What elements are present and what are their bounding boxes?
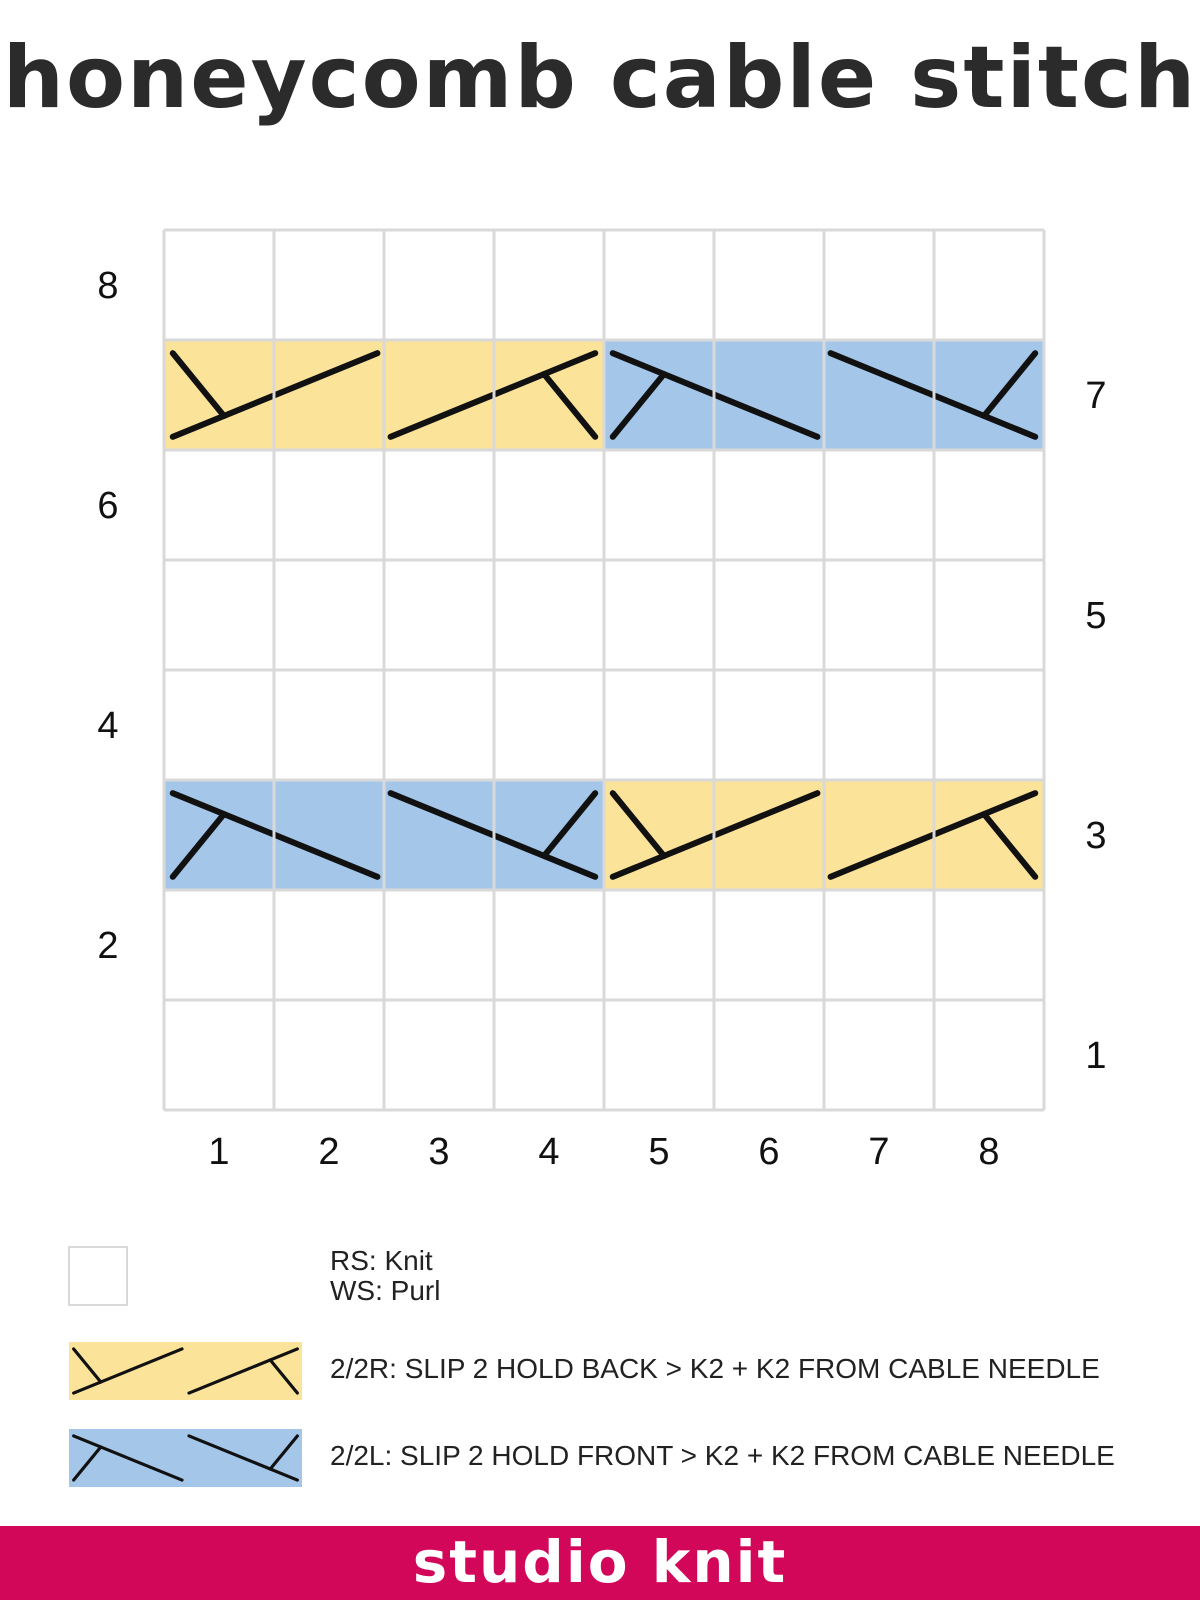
knit-cell	[274, 670, 384, 780]
legend-ws-text: WS: Purl	[330, 1275, 441, 1306]
column-number-label: 3	[428, 1131, 449, 1173]
row-number-label-right: 3	[1085, 815, 1106, 857]
page-title: honeycomb cable stitch	[2, 28, 1198, 128]
row-number-label-left: 8	[97, 265, 118, 307]
legend-left-cross-swatch-cable-tick	[72, 1445, 103, 1482]
knit-cell	[824, 1000, 934, 1110]
knit-cell	[714, 1000, 824, 1110]
knit-cell	[384, 890, 494, 1000]
knit-cell	[384, 230, 494, 340]
knit-cell	[494, 560, 604, 670]
knit-cell	[824, 230, 934, 340]
knit-cell	[274, 230, 384, 340]
knit-cell	[934, 560, 1044, 670]
cable-row3-col5-cable-tick	[609, 790, 667, 859]
knit-cell	[604, 450, 714, 560]
knit-cell	[714, 670, 824, 780]
knit-cell	[274, 890, 384, 1000]
knit-cell	[494, 890, 604, 1000]
knit-cell	[604, 560, 714, 670]
legend-rs-text: RS: Knit	[330, 1245, 433, 1276]
row-number-label-left: 2	[97, 925, 118, 967]
row-number-label-left: 4	[97, 705, 118, 747]
knit-cell	[384, 560, 494, 670]
knit-cell	[164, 1000, 274, 1110]
legend-left-cross-swatch-cable-strand	[187, 1434, 299, 1482]
legend-left-cross-swatch-cable-strand	[72, 1434, 184, 1482]
knit-cell	[714, 230, 824, 340]
legend-right-cross-swatch-cable-strand	[187, 1347, 299, 1395]
legend-right-cross-swatch-cable-strand	[72, 1347, 184, 1395]
knit-cell	[164, 890, 274, 1000]
knit-cell	[714, 890, 824, 1000]
knit-cell	[164, 670, 274, 780]
knit-cell	[934, 670, 1044, 780]
cable-row3-col1-cable-tick	[169, 811, 227, 880]
knit-cell	[714, 450, 824, 560]
column-number-label: 6	[758, 1131, 779, 1173]
cable-row7-col1-cable-tick	[169, 350, 227, 419]
row-number-label-right: 5	[1085, 595, 1106, 637]
column-number-label: 2	[318, 1131, 339, 1173]
legend-knit-swatch	[68, 1246, 128, 1306]
legend-knit-label: RS: Knit WS: Purl	[330, 1246, 440, 1306]
knit-cell	[824, 450, 934, 560]
knit-cell	[494, 670, 604, 780]
legend-right-cross-swatch-cable-tick	[72, 1347, 103, 1384]
cable-row7-col1-cable-tick	[541, 371, 599, 440]
column-number-label: 1	[208, 1131, 229, 1173]
knit-cell	[164, 450, 274, 560]
knit-cell	[604, 670, 714, 780]
knit-cell	[934, 230, 1044, 340]
column-number-label: 7	[868, 1131, 889, 1173]
knit-cell	[824, 560, 934, 670]
knit-cell	[274, 1000, 384, 1110]
cable-row7-col5-cable-tick	[609, 371, 667, 440]
knit-cell	[494, 230, 604, 340]
knit-cell	[274, 450, 384, 560]
knit-cell	[604, 230, 714, 340]
cable-row3-col1-cable-tick	[541, 790, 599, 859]
cable-row7-col5-cable-tick	[981, 350, 1039, 419]
column-number-label: 5	[648, 1131, 669, 1173]
legend-left-cross-label: 2/2L: SLIP 2 HOLD FRONT > K2 + K2 FROM C…	[330, 1440, 1115, 1471]
knit-cell	[274, 560, 384, 670]
knit-cell	[384, 1000, 494, 1110]
cable-row3-col5-cable-tick	[981, 811, 1039, 880]
legend-right-cross-swatch-background	[69, 1342, 302, 1400]
knit-cell	[604, 890, 714, 1000]
knit-cell	[494, 450, 604, 560]
brand-footer: studio knit	[0, 1526, 1200, 1600]
knit-cell	[824, 890, 934, 1000]
knit-cell	[494, 1000, 604, 1110]
knit-cell	[164, 560, 274, 670]
legend-left-cross-swatch-background	[69, 1429, 302, 1487]
row-number-label-left: 6	[97, 485, 118, 527]
knit-cell	[384, 670, 494, 780]
knit-cell	[934, 450, 1044, 560]
legend-right-cross-swatch-cable-tick	[268, 1358, 299, 1395]
knit-cell	[714, 560, 824, 670]
cable-chart: 1 2 3 4 5 6 7 8 8 6 4 2 7 5 3 1	[68, 228, 1107, 1487]
column-number-label: 4	[538, 1131, 559, 1173]
row-number-label-right: 7	[1085, 375, 1106, 417]
legend-right-cross-label: 2/2R: SLIP 2 HOLD BACK > K2 + K2 FROM CA…	[330, 1353, 1100, 1384]
row-number-label-right: 1	[1085, 1035, 1106, 1077]
knit-cell	[934, 1000, 1044, 1110]
knit-cell	[824, 670, 934, 780]
knit-cell	[164, 230, 274, 340]
knit-cell	[384, 450, 494, 560]
legend-left-cross-swatch-cable-tick	[268, 1434, 299, 1471]
knit-cell	[934, 890, 1044, 1000]
column-number-label: 8	[978, 1131, 999, 1173]
knit-cell	[604, 1000, 714, 1110]
